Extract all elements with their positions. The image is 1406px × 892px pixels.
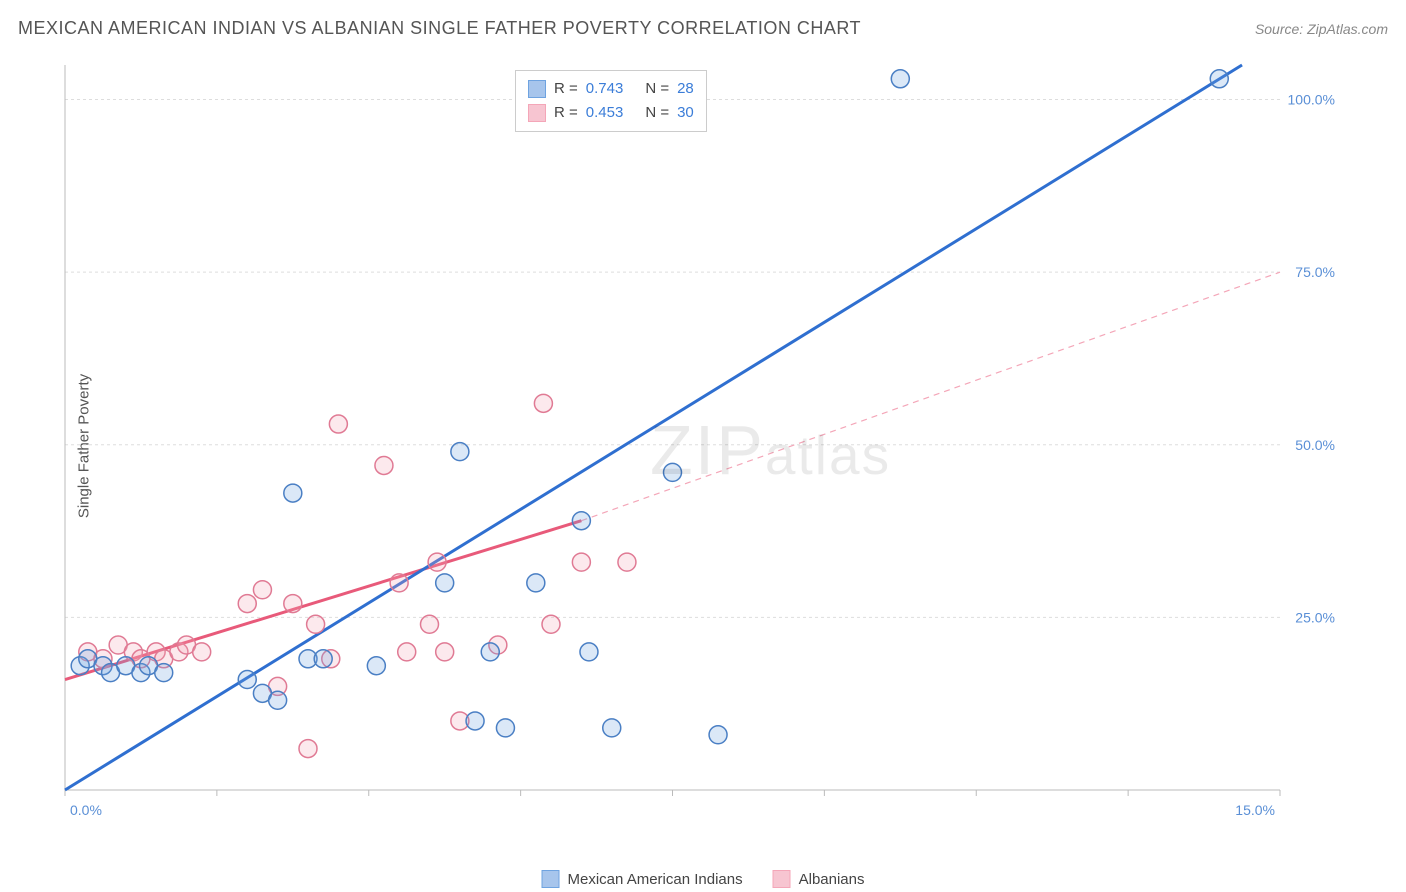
- svg-text:15.0%: 15.0%: [1235, 802, 1275, 818]
- swatch-icon: [542, 870, 560, 888]
- n-value: 28: [677, 77, 694, 101]
- svg-text:25.0%: 25.0%: [1295, 609, 1335, 625]
- n-value: 30: [677, 101, 694, 125]
- n-label: N =: [645, 77, 669, 101]
- legend-item: Mexican American Indians: [542, 870, 743, 888]
- chart-title: MEXICAN AMERICAN INDIAN VS ALBANIAN SING…: [18, 18, 861, 39]
- swatch-icon: [773, 870, 791, 888]
- legend-label: Mexican American Indians: [568, 871, 743, 888]
- stats-legend-row: R = 0.743 N = 28: [528, 77, 694, 101]
- svg-text:0.0%: 0.0%: [70, 802, 102, 818]
- svg-text:100.0%: 100.0%: [1288, 92, 1335, 108]
- source-attribution: Source: ZipAtlas.com: [1255, 21, 1388, 37]
- plot-area: 25.0%50.0%75.0%100.0%0.0%15.0% ZIPatlas …: [60, 60, 1340, 830]
- swatch-icon: [528, 104, 546, 122]
- r-value: 0.743: [586, 77, 624, 101]
- series-legend: Mexican American Indians Albanians: [542, 870, 865, 888]
- r-label: R =: [554, 77, 578, 101]
- svg-text:50.0%: 50.0%: [1295, 437, 1335, 453]
- n-label: N =: [645, 101, 669, 125]
- legend-label: Albanians: [799, 871, 865, 888]
- r-label: R =: [554, 101, 578, 125]
- r-value: 0.453: [586, 101, 624, 125]
- stats-legend-row: R = 0.453 N = 30: [528, 101, 694, 125]
- legend-item: Albanians: [773, 870, 865, 888]
- scatter-chart: 25.0% 50.0% 75.0% 100.0% 0.0% 15.0%: [60, 60, 1340, 830]
- swatch-icon: [528, 80, 546, 98]
- title-bar: MEXICAN AMERICAN INDIAN VS ALBANIAN SING…: [18, 18, 1388, 39]
- stats-legend: R = 0.743 N = 28 R = 0.453 N = 30: [515, 70, 707, 132]
- svg-text:75.0%: 75.0%: [1295, 264, 1335, 280]
